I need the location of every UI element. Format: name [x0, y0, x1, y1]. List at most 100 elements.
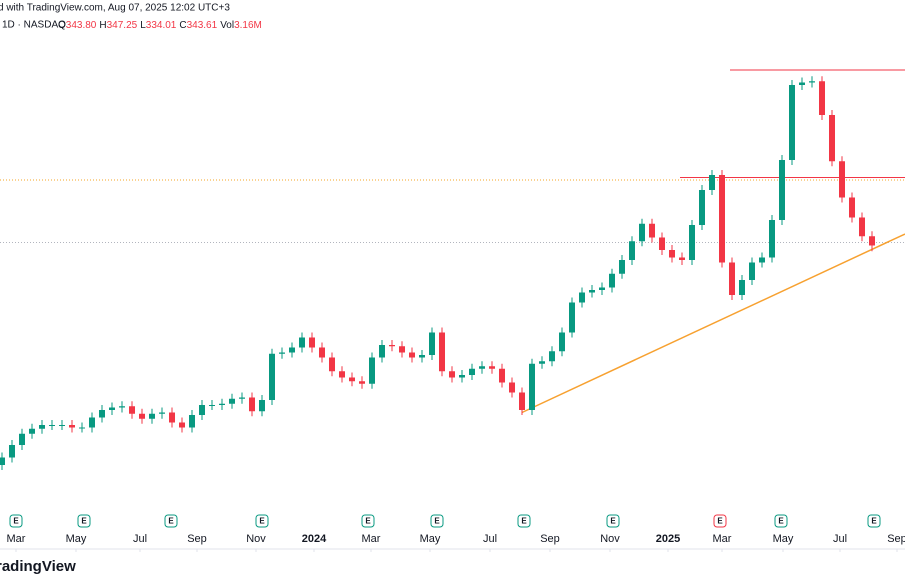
candle-body [89, 417, 95, 428]
candle-body [399, 346, 405, 353]
earnings-marker [255, 514, 269, 528]
candle-body [869, 236, 875, 246]
candle-body [189, 415, 195, 428]
ohlc-label: O [58, 20, 66, 31]
x-tick-label: Sep [187, 533, 207, 545]
candle-body [719, 175, 725, 263]
candle-body [449, 371, 455, 378]
candle-body [259, 400, 265, 412]
candle-body [749, 262, 755, 280]
candle-body [499, 368, 505, 383]
candle-body [319, 347, 325, 358]
candle-body [649, 223, 655, 238]
candle-body [569, 302, 575, 333]
candle-body [619, 260, 625, 274]
earnings-marker [77, 514, 91, 528]
candle-body [279, 352, 285, 354]
candle-body [309, 337, 315, 348]
candle-body [339, 371, 345, 378]
x-tick-label: Mar [362, 533, 381, 545]
candle-body [269, 353, 275, 400]
x-tick-label: Nov [600, 533, 620, 545]
candle-body [99, 410, 105, 418]
earnings-marker [774, 514, 788, 528]
candle-body [69, 425, 75, 428]
candle-body [769, 220, 775, 258]
x-tick-label: May [420, 533, 441, 545]
candle-body [149, 413, 155, 419]
ohlc-label: H [99, 20, 106, 31]
earnings-label: E [365, 517, 371, 526]
earnings-label: E [168, 517, 174, 526]
candle-body [289, 347, 295, 353]
earnings-marker [9, 514, 23, 528]
candle-body [579, 292, 585, 303]
candle-body [219, 403, 225, 405]
earnings-marker [361, 514, 375, 528]
earnings-marker [517, 514, 531, 528]
ohlc-value: 343.80 [66, 20, 97, 31]
earnings-label: E [610, 517, 616, 526]
candle-body [799, 82, 805, 85]
candle-body [169, 412, 175, 423]
candle-body [599, 287, 605, 290]
candle-body [369, 357, 375, 384]
candle-body [79, 427, 85, 429]
candle-body [489, 366, 495, 369]
candle-body [209, 405, 215, 406]
x-tick-label: Jul [833, 533, 847, 545]
candle-body [709, 175, 715, 190]
candle-body [839, 161, 845, 198]
earnings-label: E [778, 517, 784, 526]
x-tick-label: Sep [887, 533, 905, 545]
candle-body [299, 337, 305, 348]
candle-body [609, 273, 615, 288]
candle-body [679, 257, 685, 260]
candle-body [429, 332, 435, 355]
symbol: 1D · NASDAQ [2, 20, 66, 31]
candle-body [789, 85, 795, 160]
candle-body [419, 355, 425, 358]
candle-body [669, 250, 675, 258]
x-tick-label: 2024 [302, 533, 327, 545]
candle-body [159, 412, 165, 414]
candle-body [589, 290, 595, 293]
earnings-label: E [259, 517, 265, 526]
candle-body [0, 457, 5, 465]
candle-body [389, 345, 395, 347]
candle-body [859, 217, 865, 237]
x-tick-label: May [66, 533, 87, 545]
candle-body [559, 332, 565, 352]
candle-body [119, 406, 125, 408]
candle-body [479, 366, 485, 369]
candle-body [229, 398, 235, 404]
candle-body [239, 397, 245, 399]
candle-body [639, 223, 645, 242]
earnings-label: E [434, 517, 440, 526]
candle-body [199, 405, 205, 415]
candle-body [249, 397, 255, 412]
header: d with TradingView.com, Aug 07, 2025 12:… [0, 3, 230, 14]
candle-body [409, 352, 415, 358]
x-tick-label: May [773, 533, 794, 545]
candle-body [659, 237, 665, 250]
candle-body [49, 425, 55, 426]
candle-body [29, 428, 35, 434]
earnings-marker [867, 514, 881, 528]
candle-body [9, 445, 15, 458]
candle-body [829, 115, 835, 162]
candle-body [739, 280, 745, 295]
ohlc-label: C [179, 20, 186, 31]
earnings-marker [430, 514, 444, 528]
ohlc-value: 347.25 [107, 20, 138, 31]
candle-body [779, 160, 785, 220]
candle-body [549, 351, 555, 362]
candle-body [349, 377, 355, 382]
earnings-label: E [81, 517, 87, 526]
candle-body [689, 225, 695, 260]
candle-body [109, 407, 115, 410]
ohlc-value: 3.16M [234, 20, 262, 31]
earnings-label: E [521, 517, 527, 526]
candle-body [139, 413, 145, 419]
earnings-label: E [717, 517, 723, 526]
